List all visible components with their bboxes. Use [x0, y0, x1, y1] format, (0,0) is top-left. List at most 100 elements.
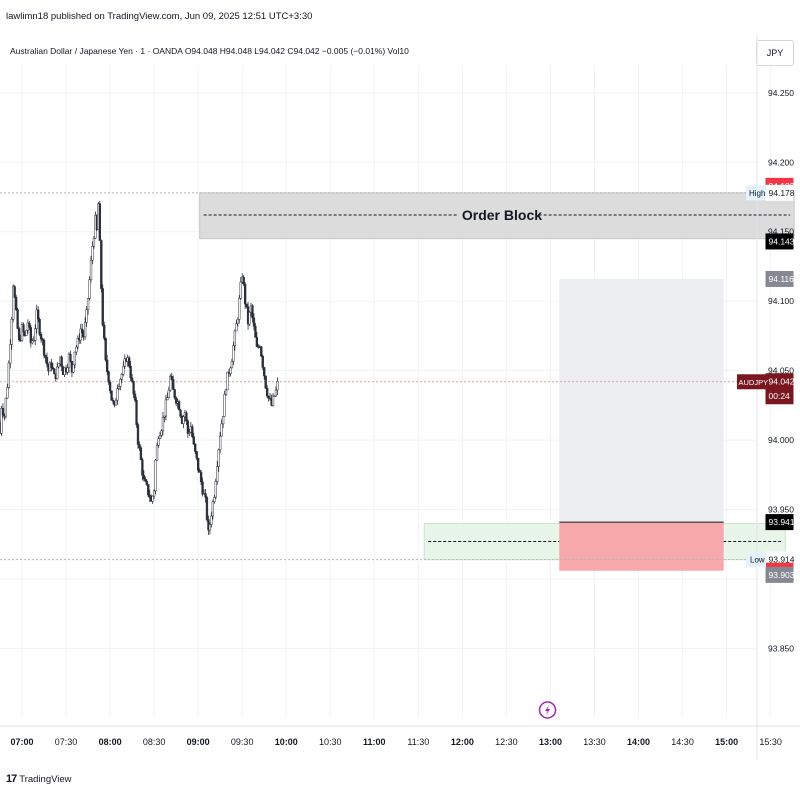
candle-body [69, 353, 72, 362]
candle-body [194, 443, 197, 452]
x-tick-label: 12:00 [451, 737, 474, 747]
candle-body [89, 259, 93, 280]
candle-body [221, 416, 225, 425]
candle-body [72, 364, 75, 373]
candle-body [217, 449, 220, 467]
stop-loss-box[interactable] [559, 522, 724, 571]
price-tag-value: 93.941 [769, 517, 795, 527]
candle-body [248, 311, 251, 325]
tradingview-logo-icon: 17 [6, 773, 17, 785]
low-label: Low [750, 556, 765, 565]
target-box[interactable] [559, 278, 724, 523]
x-tick-label: 07:00 [11, 737, 34, 747]
x-tick-label: 10:30 [319, 737, 342, 747]
price-tag-value: 94.143 [769, 236, 795, 246]
candle-body [128, 357, 131, 367]
candle-body [210, 515, 213, 525]
candle-body [6, 387, 9, 399]
candle-body [273, 395, 276, 397]
y-tick-label: 94.200 [768, 157, 794, 167]
candle-body [164, 399, 168, 417]
candle-body [106, 359, 109, 372]
candle-body [133, 393, 137, 401]
candle-body [39, 334, 43, 340]
low-label-bg [746, 552, 766, 568]
candle-body [22, 324, 25, 333]
candle-body [66, 367, 69, 373]
candle-body [7, 362, 10, 388]
candle-body [44, 355, 47, 358]
high-label: High [749, 189, 765, 198]
candle-body [20, 324, 24, 341]
candle-body [230, 361, 234, 369]
candle-body [219, 435, 222, 451]
candle-body [81, 328, 84, 334]
price-tag-value: 93.914 [769, 555, 795, 565]
candle-body [158, 434, 162, 439]
candle-body [13, 286, 16, 298]
candle-body [239, 281, 242, 299]
candle-body [108, 381, 112, 392]
candle-body [141, 459, 144, 476]
candle-body [163, 415, 166, 418]
x-tick-label: 15:00 [715, 737, 738, 747]
candle-body [60, 356, 63, 367]
candle-body [238, 298, 241, 320]
candle-body [42, 339, 46, 356]
price-tag [765, 373, 794, 405]
candle-body [261, 355, 264, 368]
candle-body [103, 324, 106, 339]
candle-body [135, 400, 138, 425]
candle-body [271, 395, 275, 406]
candle-body [213, 497, 216, 502]
candle-body [17, 328, 21, 341]
price-tag-countdown: 00:24 [769, 391, 791, 401]
candle-body [192, 436, 195, 445]
x-tick-label: 08:30 [143, 737, 166, 747]
candle-body [12, 286, 15, 320]
candle-body [169, 375, 172, 391]
candle-body [179, 409, 182, 417]
candle-body [32, 339, 35, 342]
candle-body [205, 497, 209, 520]
x-tick-label: 07:30 [55, 737, 78, 747]
candle-body [85, 309, 88, 323]
candle-body [122, 366, 125, 375]
candle-body [252, 317, 256, 327]
candle-body [73, 351, 77, 366]
candle-body [201, 481, 204, 495]
candle-body [119, 379, 122, 387]
price-tag-value: 94.042 [769, 376, 795, 386]
candle-body [139, 447, 143, 460]
candle-body [199, 472, 203, 483]
candle-body [266, 387, 269, 397]
candle-body [185, 412, 188, 422]
currency-button[interactable]: JPY [756, 40, 794, 66]
price-tag [765, 566, 794, 583]
candle-body [51, 367, 54, 370]
candle-body [92, 237, 96, 247]
candle-body [86, 298, 90, 310]
symbol-tag: AUDJPY [739, 378, 769, 387]
candle-body [211, 501, 214, 517]
x-tick-label: 11:30 [407, 737, 429, 747]
candle-body [155, 445, 159, 461]
candle-body [100, 240, 103, 289]
candle-body [116, 388, 119, 401]
candle-body [41, 338, 44, 341]
candle-body [79, 328, 82, 341]
lightning-icon [545, 705, 551, 715]
candle-body [195, 451, 198, 459]
candle-body [75, 346, 78, 353]
candle-body [216, 466, 219, 482]
y-tick-label: 93.950 [768, 505, 794, 515]
candle-body [197, 457, 200, 471]
candle-body [136, 424, 140, 445]
candle-body [152, 490, 156, 497]
price-tag [765, 270, 794, 287]
order-block-label: Order Block [462, 207, 542, 223]
candle-body [10, 319, 13, 345]
candle-body [208, 524, 212, 531]
candle-body [138, 444, 141, 449]
